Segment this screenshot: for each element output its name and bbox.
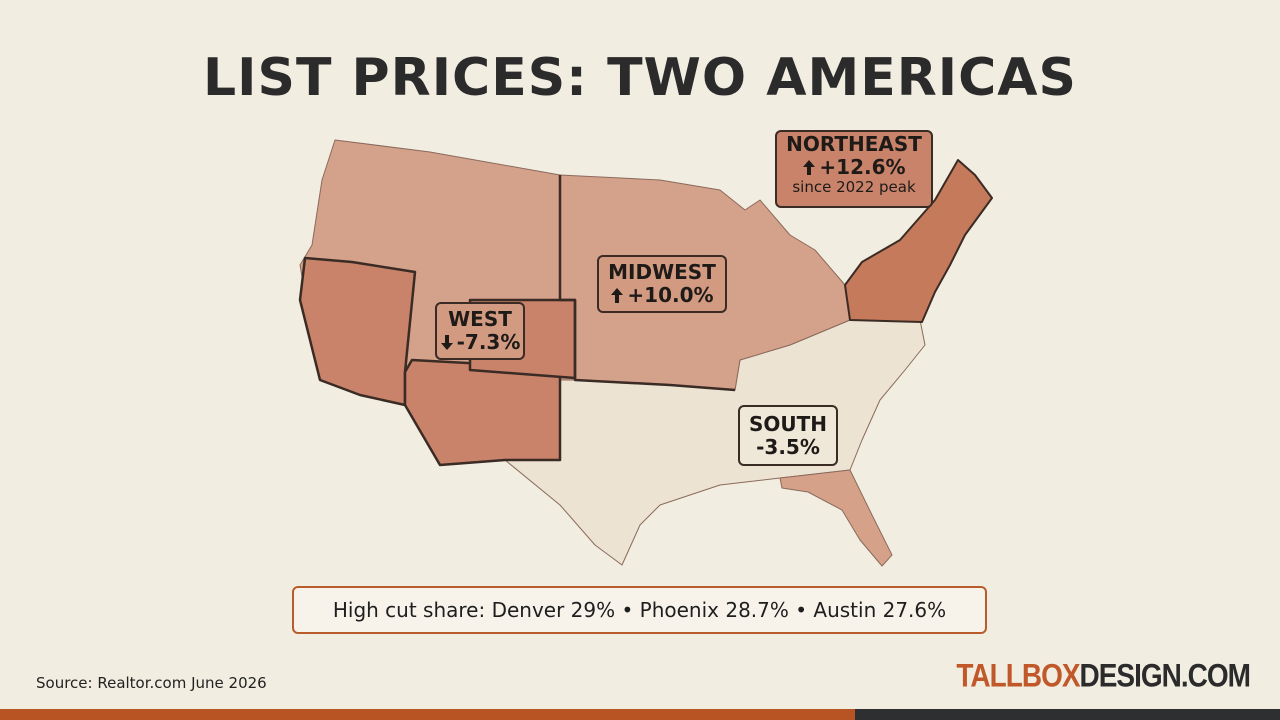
region-name: MIDWEST xyxy=(608,260,716,284)
footer-bar xyxy=(855,709,1280,720)
brand-accent: TALLBOX xyxy=(956,657,1080,694)
brand-rest: DESIGN.COM xyxy=(1079,657,1251,694)
source: Source: Realtor.com June 2026 xyxy=(36,674,267,692)
region-change: -7.3% xyxy=(456,330,521,354)
west-label: WEST -7.3% xyxy=(435,302,525,360)
up-arrow xyxy=(611,288,624,303)
region-change-row: +10.0% xyxy=(599,284,725,306)
arizona-new-mexico xyxy=(403,358,562,467)
northeast-label: NORTHEAST +12.6% since 2022 peak xyxy=(775,130,933,208)
brand: TALLBOXDESIGN.COM xyxy=(956,657,1251,695)
title: LIST PRICES: TWO AMERICAS xyxy=(203,48,1077,108)
up-arrow xyxy=(803,160,816,175)
region-note: since 2022 peak xyxy=(792,178,916,196)
california-nevada xyxy=(298,256,417,407)
region-change-row: -7.3% xyxy=(437,331,523,353)
region-border xyxy=(558,175,736,392)
region-name: WEST xyxy=(448,307,512,331)
midwest-label: MIDWEST +10.0% xyxy=(597,255,727,313)
region-name: NORTHEAST xyxy=(786,132,922,156)
northeast-region xyxy=(844,159,993,323)
region-change: +12.6% xyxy=(819,155,906,179)
region-change-row: +12.6% xyxy=(777,156,931,178)
region-name: SOUTH xyxy=(748,412,828,436)
callout: High cut share: Denver 29% • Phoenix 28.… xyxy=(292,586,987,634)
south-label: SOUTH -3.5% xyxy=(738,405,838,466)
florida xyxy=(779,469,893,567)
footer-bar xyxy=(0,709,855,720)
region-change: +10.0% xyxy=(627,283,714,307)
down-arrow xyxy=(440,335,453,350)
region-change: -3.5% xyxy=(756,435,820,459)
